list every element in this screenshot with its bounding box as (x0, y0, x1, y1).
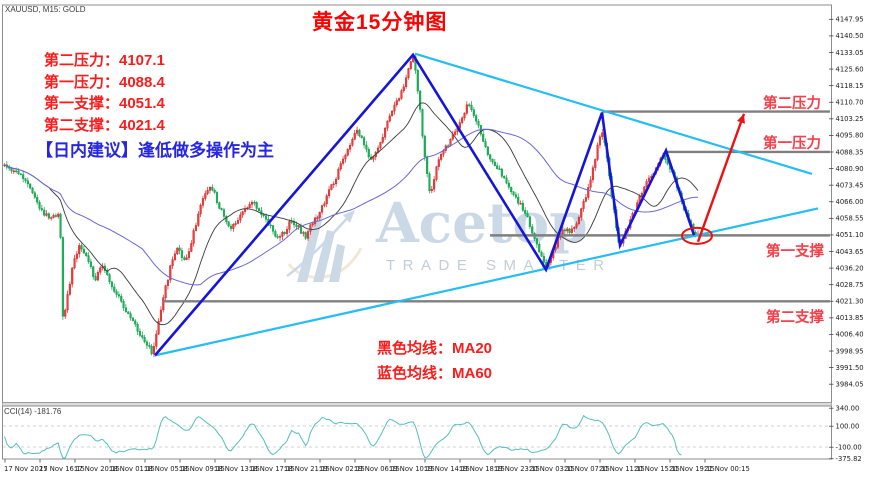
svg-text:17 Nov 2025: 17 Nov 2025 (4, 465, 48, 473)
svg-text:20 Nov 15:15: 20 Nov 15:15 (634, 465, 680, 473)
cci-line (4, 414, 682, 459)
svg-text:19 Nov 02:15: 19 Nov 02:15 (319, 465, 365, 473)
acetop-logo-icon (286, 210, 363, 282)
svg-text:20 Nov 19:15: 20 Nov 19:15 (669, 465, 715, 473)
zigzag-line[interactable] (154, 52, 696, 357)
svg-text:4095.80: 4095.80 (836, 132, 864, 140)
svg-text:4073.45: 4073.45 (836, 181, 864, 189)
support1-note: 第一支撑：4051.4 (44, 95, 165, 113)
svg-text:4021.30: 4021.30 (836, 298, 864, 306)
svg-text:21 Nov 00:15: 21 Nov 00:15 (704, 465, 750, 473)
arrowhead-icon (737, 113, 745, 124)
svg-text:100.00: 100.00 (836, 423, 860, 431)
svg-text:4080.90: 4080.90 (836, 165, 864, 173)
svg-text:18 Nov 21:15: 18 Nov 21:15 (284, 465, 330, 473)
svg-text:4103.25: 4103.25 (836, 115, 864, 123)
chart-title: 黄金15分钟图 (312, 11, 448, 34)
price-axis: 4147.95 4140.50 4133.05 4125.60 4118.15 4110.… (829, 16, 864, 389)
svg-text:3998.95: 3998.95 (836, 347, 864, 355)
svg-text:340.00: 340.00 (836, 405, 860, 413)
ma60-line (4, 128, 699, 286)
svg-text:20 Nov 03:15: 20 Nov 03:15 (529, 465, 575, 473)
svg-text:17 Nov 20:15: 17 Nov 20:15 (74, 465, 120, 473)
svg-text:19 Nov 18:15: 19 Nov 18:15 (459, 465, 505, 473)
svg-text:18 Nov 05:15: 18 Nov 05:15 (144, 465, 190, 473)
svg-text:18 Nov 17:15: 18 Nov 17:15 (249, 465, 295, 473)
svg-text:-100.00: -100.00 (836, 444, 862, 452)
svg-text:4028.75: 4028.75 (836, 281, 864, 289)
trendline-ascending-support[interactable] (154, 207, 819, 357)
logo-arrow (286, 213, 352, 277)
svg-text:4036.20: 4036.20 (836, 264, 864, 272)
svg-text:-375.82: -375.82 (836, 455, 862, 463)
cci-indicator-label: CCI(14) -181.76 (4, 407, 62, 416)
trendline-descending-resistance[interactable] (414, 52, 813, 175)
cci-axis: 340.00 100.00 -100.00 -375.82 (829, 405, 862, 463)
svg-text:4006.40: 4006.40 (836, 331, 864, 339)
svg-text:18 Nov 13:15: 18 Nov 13:15 (214, 465, 260, 473)
resistance2-note: 第二压力：4107.1 (44, 52, 165, 69)
svg-text:4051.10: 4051.10 (836, 231, 864, 239)
panel-frames (2, 4, 832, 460)
logo-bar-2 (313, 230, 335, 282)
ma20-line (4, 102, 699, 326)
svg-text:4066.00: 4066.00 (836, 198, 864, 206)
ma-legend: 黑色均线：MA20 蓝色均线：MA60 (377, 336, 492, 386)
svg-text:4043.65: 4043.65 (836, 248, 864, 256)
svg-text:19 Nov 06:15: 19 Nov 06:15 (354, 465, 400, 473)
watermark-brand: Acetop (376, 190, 588, 255)
svg-text:3984.05: 3984.05 (836, 381, 864, 389)
svg-text:3991.50: 3991.50 (836, 364, 864, 372)
svg-text:4133.05: 4133.05 (836, 49, 864, 57)
intraday-advice-note: 【日内建议】逢低做多操作为主 (36, 141, 274, 160)
support2-note: 第二支撑：4021.4 (44, 117, 165, 135)
svg-text:4147.95: 4147.95 (836, 16, 864, 24)
svg-text:18 Nov 01:15: 18 Nov 01:15 (109, 465, 155, 473)
svg-text:4058.55: 4058.55 (836, 215, 864, 223)
logo-arrowhead-icon (343, 210, 355, 223)
buy-signal-arrow[interactable] (696, 113, 746, 243)
svg-text:4125.60: 4125.60 (836, 65, 864, 73)
logo-bar-1 (297, 214, 323, 282)
resistance1-line-label: 第一压力 (763, 136, 821, 152)
entry-ellipse-marker[interactable] (681, 226, 713, 245)
svg-text:4140.50: 4140.50 (836, 32, 864, 40)
svg-text:19 Nov 23:15: 19 Nov 23:15 (494, 465, 540, 473)
resistance2-line-label: 第二压力 (763, 96, 821, 112)
symbol-label: XAUUSD, M15: GOLD (5, 5, 86, 14)
key-levels-note: 第二压力：4107.1 第一压力：4088.4 第一支撑：4051.4 第二支撑… (44, 50, 165, 137)
svg-text:4088.35: 4088.35 (836, 148, 864, 156)
svg-text:19 Nov 14:15: 19 Nov 14:15 (424, 465, 470, 473)
support1-line-label: 第一支撑 (766, 244, 824, 260)
svg-text:4110.70: 4110.70 (836, 99, 864, 107)
svg-text:18 Nov 09:15: 18 Nov 09:15 (179, 465, 225, 473)
svg-text:20 Nov 11:15: 20 Nov 11:15 (599, 465, 645, 473)
ma60-legend: 蓝色均线：MA60 (377, 365, 493, 382)
svg-text:20 Nov 07:15: 20 Nov 07:15 (564, 465, 610, 473)
candlesticks-layer (3, 52, 700, 357)
svg-text:4013.85: 4013.85 (836, 314, 864, 322)
resistance1-note: 第一压力：4088.4 (44, 73, 165, 91)
svg-text:19 Nov 10:15: 19 Nov 10:15 (389, 465, 435, 473)
support2-line-label: 第二支撑 (766, 310, 824, 326)
logo-bar-3 (329, 244, 345, 282)
ma20-legend: 黑色均线：MA20 (377, 340, 493, 357)
svg-text:17 Nov 16:15: 17 Nov 16:15 (39, 465, 85, 473)
svg-text:4118.15: 4118.15 (836, 82, 864, 90)
